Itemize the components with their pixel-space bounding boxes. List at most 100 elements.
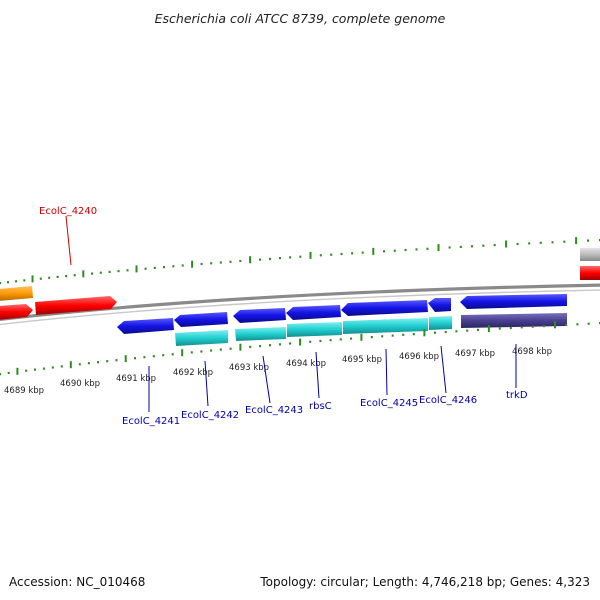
cds-rbsc[interactable] [286, 305, 341, 320]
minor-tick [48, 276, 51, 279]
gene-ecolc-4245[interactable] [343, 318, 428, 334]
minor-tick [78, 363, 81, 366]
minor-tick [319, 339, 322, 343]
minor-tick [115, 359, 118, 362]
cds-ecolc-4243[interactable] [233, 308, 286, 323]
minor-tick [73, 274, 76, 277]
minor-tick [309, 340, 312, 343]
minor-tick [15, 280, 18, 283]
forward-feature-red-right[interactable] [580, 266, 600, 280]
forward-feature-grey[interactable] [580, 248, 600, 261]
reverse-features [117, 294, 567, 346]
gene-label-ecolc-4245[interactable]: EcolC_4245 [360, 398, 418, 409]
minor-tick [229, 347, 232, 350]
gene-label-rbsc[interactable]: rbsC [309, 401, 332, 412]
minor-tick [219, 348, 222, 351]
minor-tick [381, 335, 384, 338]
gene-trkd[interactable] [461, 313, 567, 328]
gene-label-ecolc-4243[interactable]: EcolC_4243 [245, 405, 303, 416]
minor-tick [350, 337, 353, 340]
forward-feature-red-1[interactable] [0, 304, 33, 320]
minor-tick [482, 244, 485, 247]
major-tick [505, 240, 508, 248]
gene-label-ecolc-4241[interactable]: EcolC_4241 [122, 416, 180, 427]
minor-tick [0, 282, 1, 285]
major-tick [487, 325, 490, 333]
minor-tick [7, 371, 10, 375]
leader-ecolc-4240 [65, 215, 72, 266]
minor-tick [126, 269, 129, 272]
leader-ecolc-4242 [204, 360, 209, 407]
minor-tick [269, 344, 271, 347]
minor-tick [455, 330, 458, 333]
gene-ecolc-4246[interactable] [429, 316, 452, 330]
cds-ecolc-4245[interactable] [341, 300, 428, 316]
minor-tick [551, 241, 554, 244]
minor-tick [162, 354, 165, 357]
cds-ecolc-4242[interactable] [174, 312, 228, 327]
minor-tick [34, 368, 36, 371]
gene-rbsc[interactable] [287, 322, 342, 337]
minor-tick [434, 331, 436, 334]
minor-tick [87, 362, 90, 365]
minor-tick [448, 246, 451, 249]
tick-label: 4692 kbp [173, 368, 213, 378]
minor-tick [153, 266, 156, 269]
minor-tick [56, 275, 59, 278]
minor-tick [171, 353, 174, 356]
minor-tick [393, 249, 396, 252]
minor-tick [279, 257, 281, 260]
cds-ecolc-4246[interactable] [428, 298, 451, 312]
minor-tick [259, 345, 262, 348]
tick-label: 4698 kbp [512, 347, 552, 357]
minor-tick [576, 323, 579, 326]
minor-tick [200, 262, 203, 266]
tick-label: 4690 kbp [60, 379, 100, 389]
major-tick [191, 260, 194, 268]
major-tick [69, 361, 72, 369]
tick-label: 4695 kbp [342, 355, 382, 365]
gene-label-trkd[interactable]: trkD [506, 390, 528, 401]
minor-tick [97, 361, 99, 364]
minor-tick [134, 357, 136, 360]
gene-label-ecolc-4246[interactable]: EcolC_4246 [419, 395, 477, 406]
major-tick [423, 329, 426, 337]
minor-tick [210, 349, 213, 352]
major-tick [372, 247, 375, 255]
major-tick [249, 256, 252, 264]
minor-tick [106, 360, 109, 363]
minor-tick [269, 257, 271, 260]
tick-label: 4696 kbp [399, 352, 439, 362]
backbone-inner [0, 289, 600, 326]
minor-tick [200, 350, 203, 353]
major-tick [124, 355, 127, 363]
major-tick [309, 251, 312, 259]
minor-tick [516, 242, 519, 246]
tick-labels: 4689 kbp 4690 kbp 4691 kbp 4692 kbp 4693… [4, 347, 552, 396]
minor-tick [539, 241, 542, 244]
minor-tick [289, 342, 291, 345]
minor-tick [415, 248, 418, 251]
cds-ecolc-4241[interactable] [117, 318, 174, 334]
gene-label-ecolc-4240[interactable]: EcolC_4240 [39, 206, 97, 217]
minor-tick [108, 270, 111, 273]
leader-lines [65, 215, 517, 412]
leader-ecolc-4246 [440, 345, 447, 394]
major-tick [16, 367, 19, 375]
major-tick [554, 321, 556, 329]
gene-label-ecolc-4242[interactable]: EcolC_4242 [181, 410, 239, 421]
minor-tick [565, 323, 568, 326]
outer-tick-ring [0, 237, 600, 285]
accession-text: Accession: NC_010468 [9, 575, 145, 589]
cds-trkd[interactable] [460, 294, 567, 309]
minor-tick [144, 267, 147, 270]
gene-ecolc-4242[interactable] [175, 330, 228, 346]
major-tick [360, 333, 363, 341]
minor-tick [340, 252, 343, 256]
gene-ecolc-4243[interactable] [235, 327, 286, 341]
forward-feature-orange[interactable] [0, 286, 33, 301]
forward-feature-red-ecolc-4240[interactable] [35, 296, 117, 315]
minor-tick [587, 322, 590, 325]
minor-tick [99, 271, 102, 274]
minor-tick [239, 259, 242, 263]
